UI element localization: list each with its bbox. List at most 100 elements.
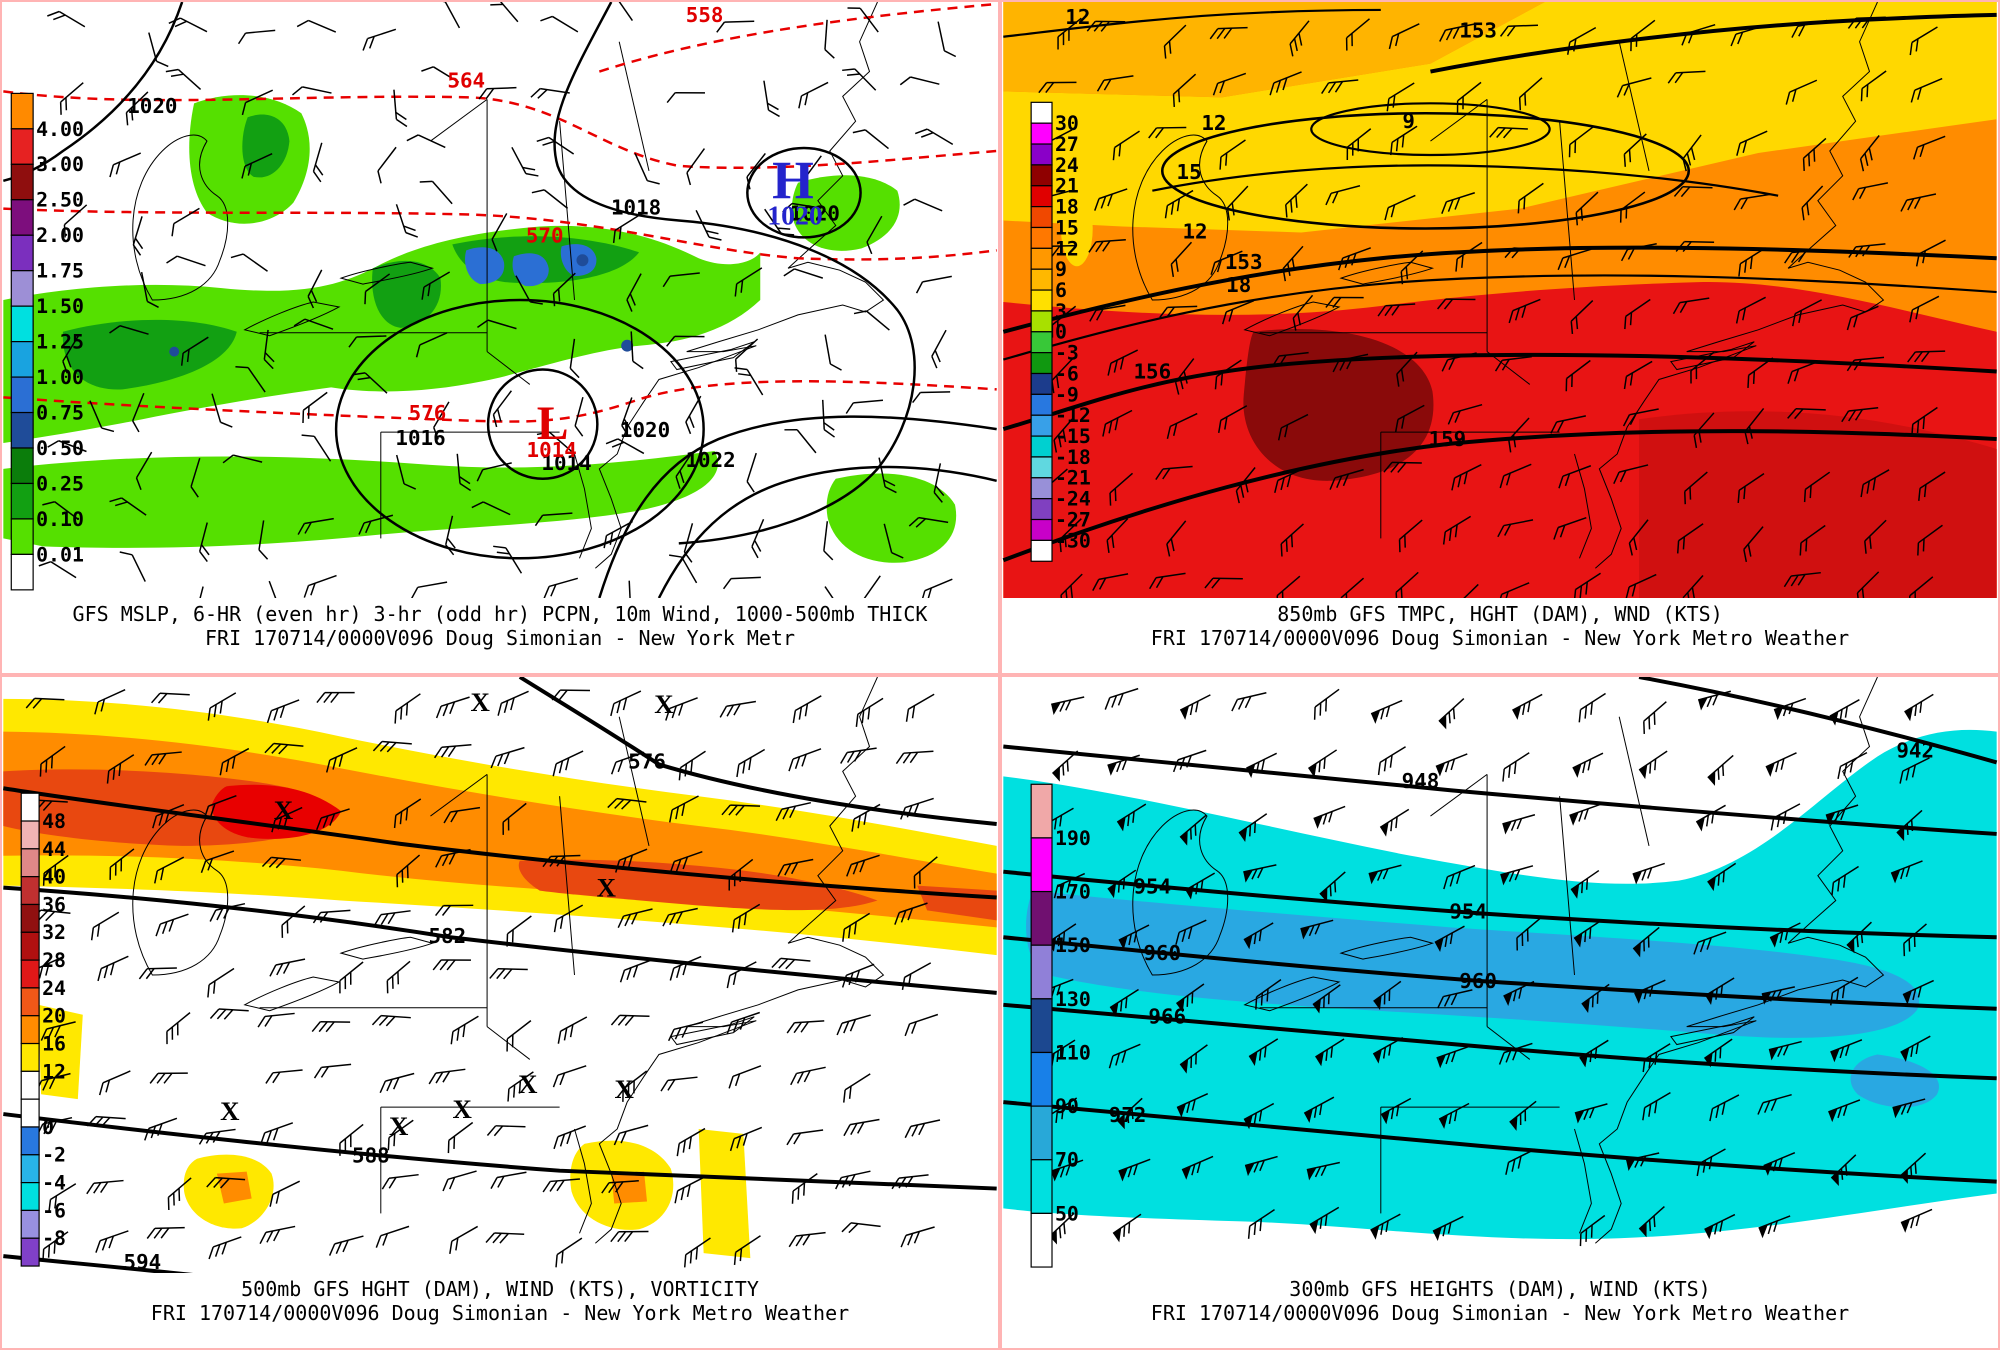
colorbar-segment [10, 305, 34, 343]
thickness-contours-dashed [3, 2, 997, 423]
contour-label: 156 [1133, 359, 1171, 383]
colorbar-segment [1030, 393, 1053, 416]
colorbar-segment [20, 1042, 40, 1072]
colorbar-label: -21 [1055, 467, 1091, 490]
contour-labels: 1020 1018 1020 1014 1016 1020 1022 558 564 570 576… [127, 3, 840, 475]
colorbar-segment [1030, 435, 1053, 458]
wind-barb [511, 141, 540, 182]
colorbar-segment [1030, 352, 1053, 375]
wind-barb [659, 1076, 700, 1092]
colorbar-label: 28 [42, 949, 66, 972]
wind-barb [1573, 692, 1612, 724]
wind-barb [1379, 808, 1416, 838]
wind-barb [717, 700, 759, 719]
colorbar-label: -3 [1055, 342, 1079, 365]
colorbar-label: 0 [1055, 321, 1067, 344]
height-contours [3, 677, 997, 1273]
colorbar-label: 2.50 [36, 189, 84, 212]
wind-barb [316, 691, 356, 704]
contour-label: 18 [1226, 273, 1251, 297]
colorbar-segment [1030, 164, 1053, 187]
wind-barb [427, 1068, 468, 1085]
wind-barb [927, 329, 956, 369]
contour-label: L [537, 398, 569, 450]
wind-barb [823, 19, 838, 59]
wind-barb [787, 695, 827, 724]
colorbar-segment [1030, 122, 1053, 145]
wind-barb [105, 152, 146, 178]
wind-barb [441, 1121, 480, 1154]
colorbar-label: 16 [42, 1032, 66, 1055]
contour-label: 576 [409, 401, 447, 425]
wind-barb [165, 63, 202, 98]
contour-label: H [772, 151, 814, 211]
colorbar-label: 40 [42, 866, 66, 889]
contour-label: 1014 [527, 438, 577, 462]
contour-label: X [470, 687, 490, 717]
wind-barb [291, 84, 333, 104]
wind-barb [296, 391, 334, 424]
wind-barb [913, 275, 955, 294]
contour-label: 954 [1133, 875, 1171, 899]
850-tmpc-map: 302724211815129630-3-6-9-12-15-18-21-24-… [1002, 2, 1998, 598]
wind-barb [160, 1011, 198, 1045]
colorbar-label: 190 [1055, 827, 1091, 850]
colorbar-segment [1030, 414, 1053, 437]
wind-barb [666, 91, 706, 104]
caption-line1: GFS MSLP, 6-HR (even hr) 3-hr (odd hr) P… [72, 602, 928, 626]
wind-barb [763, 78, 781, 119]
wind-barb [500, 915, 539, 948]
wind-barb [1050, 696, 1088, 716]
wind-barb [230, 248, 269, 281]
wind-barb [1511, 693, 1549, 721]
wind-barb [85, 1179, 126, 1195]
colorbar-label: 0.01 [36, 543, 84, 566]
wind-barb [540, 577, 582, 598]
colorbar-label: 1.75 [36, 260, 84, 283]
colorbar-segment [20, 931, 40, 961]
colorbar-label: 24 [1055, 154, 1079, 177]
wind-barb [376, 1072, 418, 1094]
wind-barb [743, 452, 767, 493]
colorbar-segment [10, 128, 34, 165]
colorbar-label: 24 [42, 977, 66, 1000]
colorbar-segment [1030, 372, 1053, 395]
wind-barb [359, 28, 400, 52]
wind-barb [1179, 694, 1217, 721]
wind-barb [937, 18, 957, 60]
mslp-pcpn-map: 4.00 3.00 2.50 2.00 1.75 1.50 1.25 1.00 0.75 0.50… [2, 2, 998, 598]
colorbar-label: 12 [1055, 237, 1079, 260]
colorbar-segment [1030, 289, 1053, 312]
wind-barb [256, 1012, 297, 1028]
wind-barb [857, 575, 890, 598]
colorbar-label: 32 [42, 921, 66, 944]
colorbar-segment [10, 341, 34, 378]
colorbar-label: -18 [1055, 446, 1091, 469]
wind-barb [787, 1066, 829, 1086]
contour-label: 9 [1402, 109, 1415, 133]
wind-barb [393, 88, 408, 129]
panel-500-vort: 48 44 40 36 32 28 24 20 16 12 0 -2 -4 -6 -8 576 582 588 5… [0, 675, 1000, 1350]
panel-caption: 300mb GFS HEIGHTS (DAM), WIND (KTS) FRI … [1002, 1273, 1998, 1348]
caption-line1: 500mb GFS HGHT (DAM), WIND (KTS), VORTIC… [241, 1277, 759, 1301]
colorbar: 302724211815129630-3-6-9-12-15-18-21-24-… [1030, 101, 1091, 562]
caption-line2: FRI 170714/0000V096 Doug Simonian - New … [150, 1301, 850, 1325]
wind-barb [1695, 804, 1732, 833]
contour-label: 570 [526, 223, 564, 247]
contour-label: 1020 [127, 94, 177, 118]
wind-barb [539, 11, 579, 42]
wind-barb [722, 576, 763, 590]
wind-barb [841, 1221, 882, 1237]
caption-line2: FRI 170714/0000V096 Doug Simonian - New … [204, 626, 795, 650]
panel-mslp-pcpn: 4.00 3.00 2.50 2.00 1.75 1.50 1.25 1.00 0.75 0.50… [0, 0, 1000, 675]
wind-barb [1228, 691, 1270, 712]
wind-barb [1707, 754, 1742, 787]
wind-barb [531, 184, 569, 217]
wind-barb [1169, 749, 1211, 773]
colorbar-label: 90 [1055, 1095, 1079, 1118]
wind-barb [256, 1122, 297, 1146]
wind-barb [837, 1073, 877, 1104]
colorbar-segment [10, 447, 34, 485]
colorbar: 4.00 3.00 2.50 2.00 1.75 1.50 1.25 1.00 0.75 0.50… [10, 92, 84, 591]
